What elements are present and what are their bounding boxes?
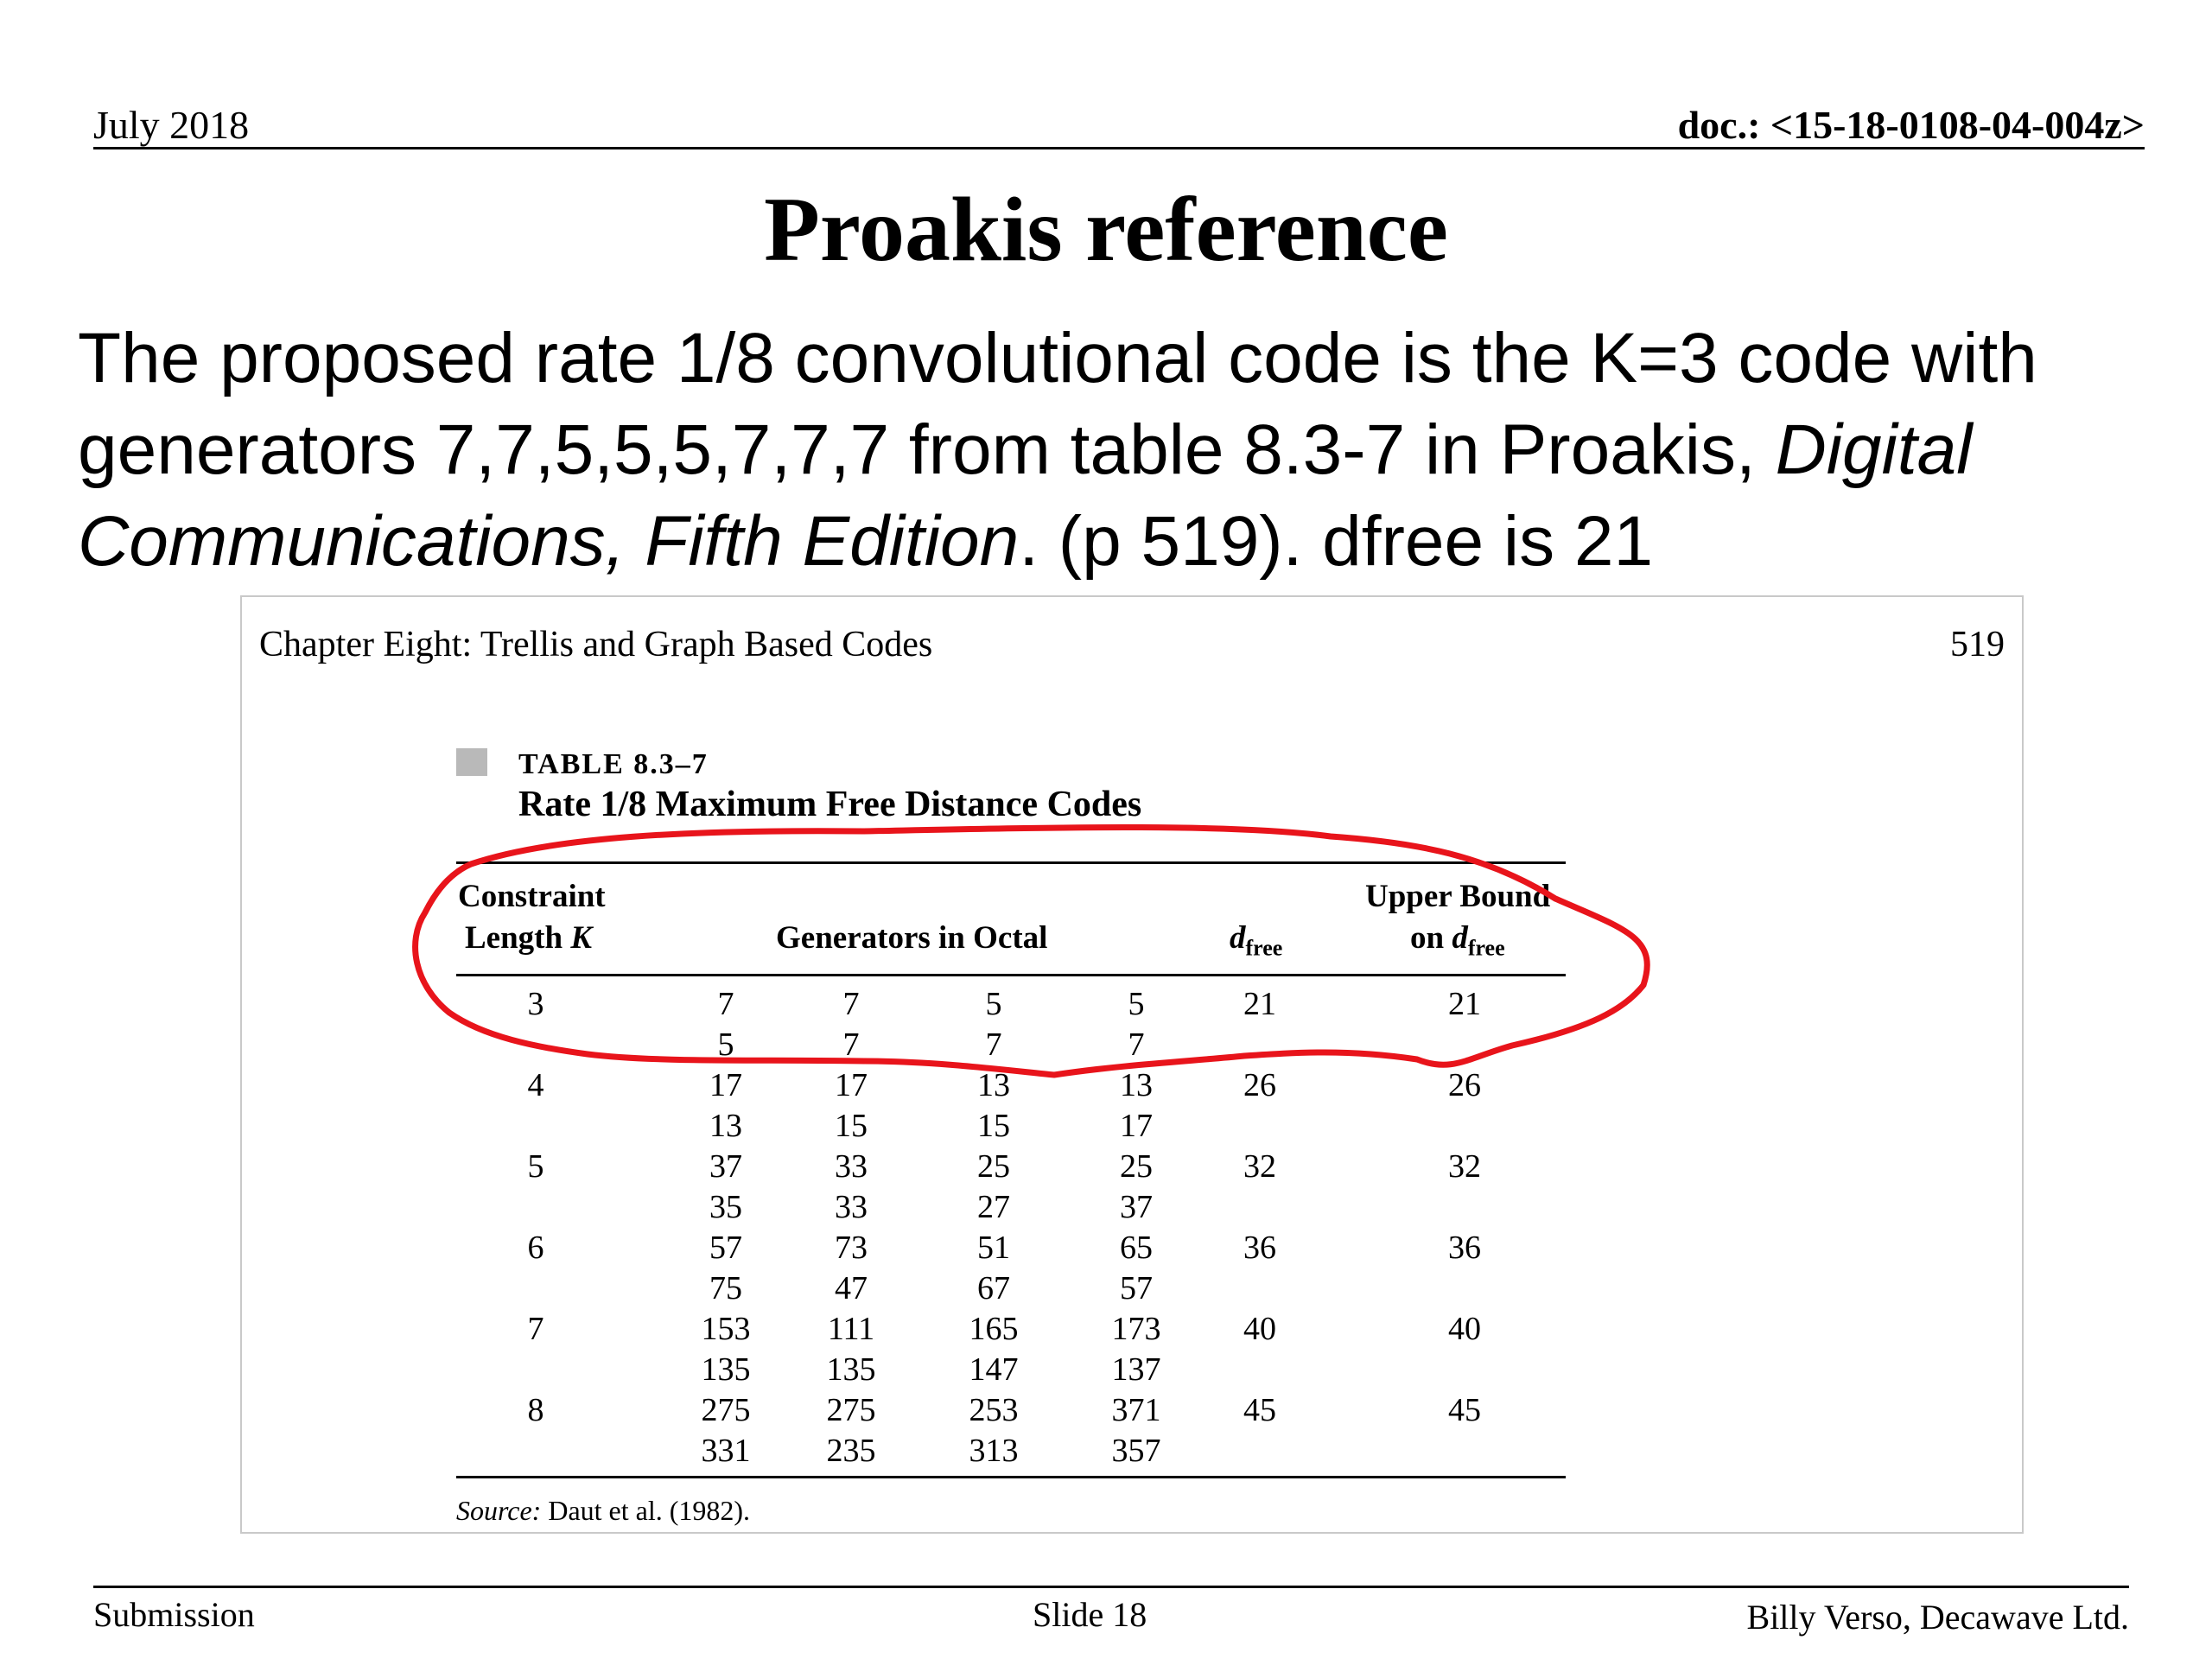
generator-cell: 65 bbox=[1120, 1230, 1153, 1266]
generator-cell: 17 bbox=[1120, 1108, 1153, 1144]
generator-cell: 331 bbox=[701, 1433, 751, 1469]
generator-cell: 51 bbox=[977, 1230, 1010, 1266]
footer-rule bbox=[93, 1586, 2129, 1588]
upper-bound-cell: 36 bbox=[1448, 1230, 1481, 1266]
table-caption: Rate 1/8 Maximum Free Distance Codes bbox=[518, 785, 1142, 824]
generator-cell: 15 bbox=[835, 1108, 868, 1144]
table-marker-icon bbox=[456, 748, 487, 776]
generator-cell: 75 bbox=[709, 1270, 742, 1306]
constraint-length-cell: 3 bbox=[527, 986, 544, 1022]
generator-cell: 25 bbox=[977, 1148, 1010, 1185]
generator-cell: 275 bbox=[826, 1392, 876, 1428]
constraint-length-cell: 7 bbox=[527, 1311, 544, 1347]
generator-cell: 313 bbox=[969, 1433, 1019, 1469]
generator-cell: 15 bbox=[977, 1108, 1010, 1144]
col-header-upper-bound-2: on dfree bbox=[1410, 920, 1505, 961]
generator-cell: 17 bbox=[835, 1067, 868, 1103]
red-highlight-stroke bbox=[412, 824, 1650, 1078]
table-number: TABLE 8.3–7 bbox=[518, 748, 709, 780]
generator-cell: 147 bbox=[969, 1351, 1019, 1388]
slide-title: Proakis reference bbox=[764, 179, 1448, 280]
book-title: Digital Communications, Fifth Edition bbox=[78, 410, 1973, 581]
upper-bound-cell: 32 bbox=[1448, 1148, 1481, 1185]
table-bottom-rule bbox=[456, 1476, 1566, 1478]
dfree-cell: 40 bbox=[1243, 1311, 1276, 1347]
table-top-rule bbox=[456, 861, 1566, 864]
page-number: 519 bbox=[1950, 625, 2005, 664]
body-paragraph: The proposed rate 1/8 convolutional code… bbox=[78, 313, 2186, 588]
generator-cell: 137 bbox=[1111, 1351, 1161, 1388]
generator-cell: 73 bbox=[835, 1230, 868, 1266]
col-header-constraint-2: Length K bbox=[465, 920, 593, 956]
header-doc-id: doc.: <15-18-0108-04-004z> bbox=[1677, 103, 2145, 147]
col-header-upper-bound-1: Upper Bound bbox=[1365, 879, 1551, 914]
footer-author: Billy Verso, Decawave Ltd. bbox=[1746, 1598, 2129, 1637]
footer-slide-number: Slide 18 bbox=[1033, 1595, 1147, 1634]
generator-cell: 275 bbox=[701, 1392, 751, 1428]
body-text-part2: . (p 519). dfree is 21 bbox=[1019, 502, 1654, 581]
table-source: Source: Daut et al. (1982). bbox=[456, 1495, 751, 1526]
dfree-cell: 21 bbox=[1243, 986, 1276, 1022]
generator-cell: 7 bbox=[1128, 1027, 1145, 1063]
generator-cell: 371 bbox=[1111, 1392, 1161, 1428]
generator-cell: 5 bbox=[985, 986, 1002, 1022]
constraint-length-cell: 6 bbox=[527, 1230, 544, 1266]
generator-cell: 57 bbox=[709, 1230, 742, 1266]
generator-cell: 235 bbox=[826, 1433, 876, 1469]
header-rule bbox=[93, 147, 2145, 149]
upper-bound-cell: 40 bbox=[1448, 1311, 1481, 1347]
generator-cell: 253 bbox=[969, 1392, 1019, 1428]
generator-cell: 47 bbox=[835, 1270, 868, 1306]
generator-cell: 37 bbox=[709, 1148, 742, 1185]
body-text-part1: The proposed rate 1/8 convolutional code… bbox=[78, 319, 2037, 489]
dfree-cell: 45 bbox=[1243, 1392, 1276, 1428]
generator-cell: 165 bbox=[969, 1311, 1019, 1347]
generator-cell: 135 bbox=[826, 1351, 876, 1388]
constraint-length-cell: 4 bbox=[527, 1067, 544, 1103]
generator-cell: 5 bbox=[717, 1027, 734, 1063]
generator-cell: 35 bbox=[709, 1189, 742, 1225]
generator-cell: 135 bbox=[701, 1351, 751, 1388]
dfree-cell: 36 bbox=[1243, 1230, 1276, 1266]
generator-cell: 57 bbox=[1120, 1270, 1153, 1306]
col-header-dfree: dfree bbox=[1230, 920, 1283, 961]
upper-bound-cell: 21 bbox=[1448, 986, 1481, 1022]
generator-cell: 153 bbox=[701, 1311, 751, 1347]
upper-bound-cell: 26 bbox=[1448, 1067, 1481, 1103]
generator-cell: 5 bbox=[1128, 986, 1145, 1022]
generator-cell: 37 bbox=[1120, 1189, 1153, 1225]
header-date: July 2018 bbox=[93, 103, 250, 147]
generator-cell: 67 bbox=[977, 1270, 1010, 1306]
chapter-heading: Chapter Eight: Trellis and Graph Based C… bbox=[259, 625, 933, 664]
generator-cell: 27 bbox=[977, 1189, 1010, 1225]
generator-cell: 7 bbox=[985, 1027, 1002, 1063]
table-header-rule bbox=[456, 974, 1566, 976]
generator-cell: 111 bbox=[827, 1311, 875, 1347]
generator-cell: 7 bbox=[842, 986, 860, 1022]
generator-cell: 33 bbox=[835, 1148, 868, 1185]
generator-cell: 357 bbox=[1111, 1433, 1161, 1469]
generator-cell: 7 bbox=[717, 986, 734, 1022]
generator-cell: 25 bbox=[1120, 1148, 1153, 1185]
generator-cell: 33 bbox=[835, 1189, 868, 1225]
generator-cell: 13 bbox=[977, 1067, 1010, 1103]
col-header-constraint-1: Constraint bbox=[458, 879, 606, 914]
constraint-length-cell: 8 bbox=[527, 1392, 544, 1428]
constraint-length-cell: 5 bbox=[527, 1148, 544, 1185]
dfree-cell: 32 bbox=[1243, 1148, 1276, 1185]
generator-cell: 13 bbox=[1120, 1067, 1153, 1103]
dfree-cell: 26 bbox=[1243, 1067, 1276, 1103]
generator-cell: 173 bbox=[1111, 1311, 1161, 1347]
footer-submission: Submission bbox=[93, 1595, 255, 1634]
upper-bound-cell: 45 bbox=[1448, 1392, 1481, 1428]
col-header-generators: Generators in Octal bbox=[776, 920, 1048, 956]
generator-cell: 7 bbox=[842, 1027, 860, 1063]
generator-cell: 13 bbox=[709, 1108, 742, 1144]
generator-cell: 17 bbox=[709, 1067, 742, 1103]
